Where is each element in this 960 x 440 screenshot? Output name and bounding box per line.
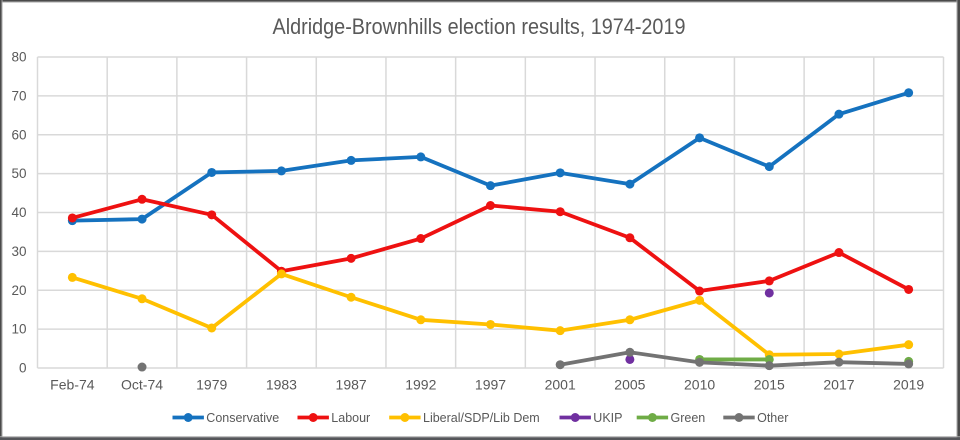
svg-text:2017: 2017	[823, 377, 854, 393]
svg-text:10: 10	[11, 322, 26, 337]
svg-text:Conservative: Conservative	[206, 411, 279, 425]
svg-text:1979: 1979	[196, 377, 227, 393]
svg-text:1983: 1983	[266, 377, 297, 393]
svg-text:Liberal/SDP/Lib Dem: Liberal/SDP/Lib Dem	[423, 411, 540, 425]
svg-text:80: 80	[11, 50, 26, 65]
svg-text:30: 30	[11, 244, 26, 259]
svg-text:Green: Green	[671, 411, 706, 425]
svg-text:2019: 2019	[893, 377, 924, 393]
svg-text:UKIP: UKIP	[593, 411, 622, 425]
svg-text:2015: 2015	[754, 377, 785, 393]
svg-text:20: 20	[11, 283, 26, 298]
svg-text:1987: 1987	[336, 377, 367, 393]
svg-text:2010: 2010	[684, 377, 715, 393]
svg-text:50: 50	[11, 166, 26, 181]
svg-text:70: 70	[11, 88, 26, 103]
svg-text:1997: 1997	[475, 377, 506, 393]
svg-text:Oct-74: Oct-74	[121, 377, 163, 393]
svg-text:Labour: Labour	[331, 411, 370, 425]
svg-text:60: 60	[11, 127, 26, 142]
svg-text:1992: 1992	[405, 377, 436, 393]
svg-text:2001: 2001	[545, 377, 576, 393]
svg-text:40: 40	[11, 205, 26, 220]
svg-text:Other: Other	[757, 411, 788, 425]
svg-text:Feb-74: Feb-74	[50, 377, 95, 393]
svg-text:0: 0	[19, 361, 27, 376]
svg-text:2005: 2005	[614, 377, 645, 393]
svg-text:Aldridge-Brownhills election r: Aldridge-Brownhills election results, 19…	[273, 14, 686, 39]
